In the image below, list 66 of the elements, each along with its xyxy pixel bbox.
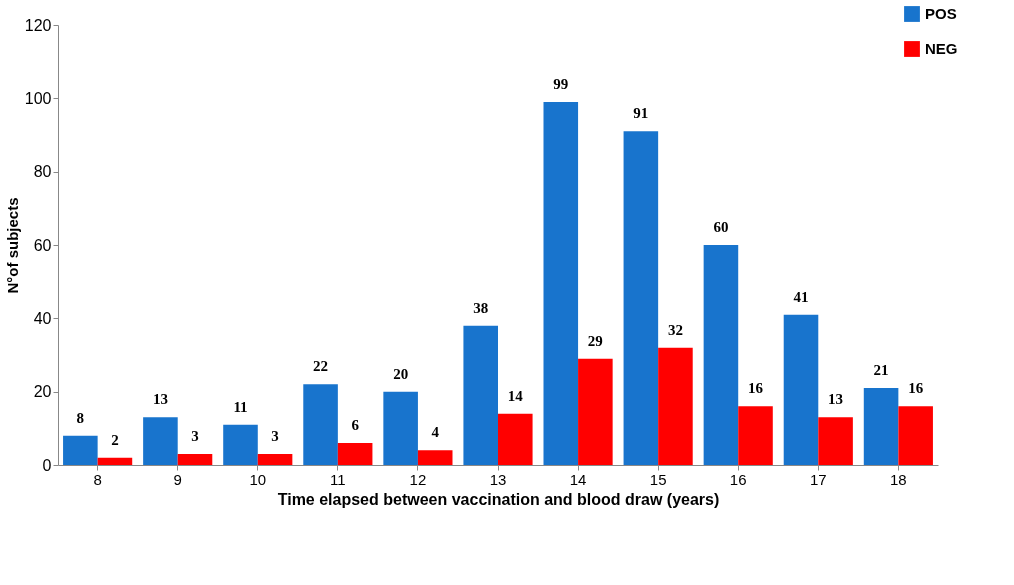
- y-tick-label: 120: [24, 16, 52, 34]
- bar: [463, 325, 498, 465]
- bar: [257, 454, 293, 465]
- bar: [818, 417, 853, 465]
- bar: [498, 413, 533, 465]
- bar: [543, 102, 579, 465]
- x-axis-title: Time elapsed between vaccination and blood draw (years): [277, 490, 720, 508]
- y-tick-label: 20: [33, 383, 52, 401]
- y-tick-label: 0: [42, 456, 52, 474]
- bar: [303, 384, 338, 465]
- data-label: 4: [431, 424, 440, 441]
- x-tick-label: 12: [409, 470, 427, 488]
- x-tick-label: 18: [890, 470, 907, 488]
- data-label: 16: [908, 380, 924, 397]
- x-tick-label: 13: [489, 470, 507, 488]
- bar: [658, 347, 693, 465]
- x-tick-label: 17: [809, 470, 827, 488]
- y-tick-label: 100: [24, 89, 52, 107]
- bar: [578, 358, 613, 465]
- data-label: 22: [313, 358, 329, 375]
- y-axis-title: N°of subjects: [3, 197, 21, 294]
- data-label: 16: [748, 380, 764, 397]
- bar: [223, 424, 258, 465]
- bar: [703, 245, 739, 465]
- y-tick-label: 60: [33, 236, 52, 254]
- data-label: 91: [633, 105, 649, 122]
- bar: [783, 314, 819, 465]
- x-tick-label: 15: [649, 470, 667, 488]
- bar: [97, 457, 133, 465]
- bar: [177, 454, 213, 465]
- data-label: 2: [111, 431, 119, 448]
- bar: [417, 450, 453, 465]
- bar: [383, 391, 418, 465]
- x-tick-label: 14: [569, 470, 587, 488]
- data-label: 20: [393, 365, 409, 382]
- x-tick-label: 8: [93, 470, 102, 488]
- bar: [738, 406, 773, 465]
- x-tick-label: 10: [249, 470, 267, 488]
- data-label: 38: [473, 299, 489, 316]
- data-label: 3: [191, 428, 199, 444]
- data-label: 11: [233, 398, 248, 415]
- bar: [863, 388, 899, 465]
- bar: [623, 131, 659, 465]
- data-label: 60: [713, 219, 729, 235]
- bar: [337, 443, 373, 465]
- bar: [63, 435, 98, 465]
- legend-label: POS: [925, 5, 957, 22]
- y-tick-label: 80: [33, 163, 52, 181]
- data-label: 8: [76, 409, 85, 426]
- data-label: 21: [873, 362, 889, 378]
- x-tick-label: 11: [330, 470, 346, 488]
- data-label: 3: [271, 428, 279, 444]
- bar: [143, 417, 178, 465]
- data-label: 41: [793, 288, 809, 305]
- data-label: 6: [351, 417, 360, 433]
- x-tick-label: 9: [173, 470, 182, 488]
- y-tick-label: 40: [33, 309, 52, 327]
- x-tick-label: 16: [729, 470, 747, 488]
- data-label: 14: [507, 387, 524, 404]
- data-label: 32: [667, 321, 683, 338]
- legend-label: NEG: [925, 40, 958, 57]
- data-label: 13: [828, 391, 844, 408]
- data-label: 29: [587, 332, 603, 349]
- data-label: 99: [553, 76, 569, 92]
- data-label: 13: [152, 391, 168, 408]
- bar: [898, 406, 933, 465]
